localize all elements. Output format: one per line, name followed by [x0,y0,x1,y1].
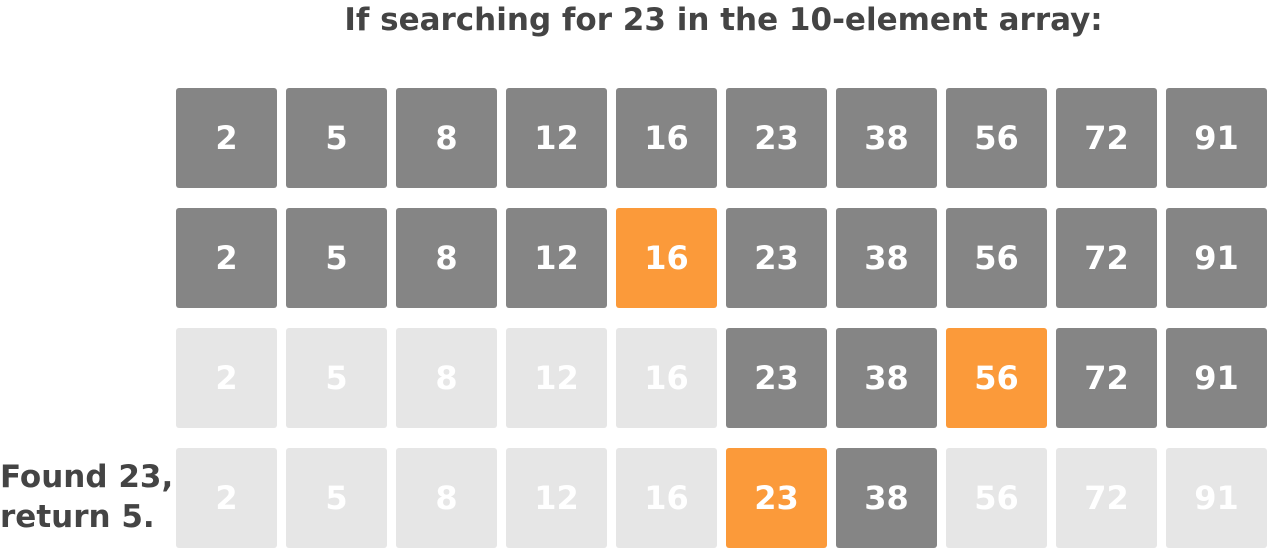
array-cell-inactive: 8 [396,448,497,548]
array-cell-active: 72 [1056,208,1157,308]
array-cell-active: 91 [1166,208,1267,308]
result-line-1: Found 23, [0,459,174,495]
array-cell-active: 72 [1056,328,1157,428]
array-cell-inactive: 5 [286,448,387,548]
array-cell-active: 72 [1056,88,1157,188]
array-cell-active: 5 [286,208,387,308]
array-cell-active: 91 [1166,328,1267,428]
array-cell-inactive: 12 [506,448,607,548]
array-cell-inactive: 8 [396,328,497,428]
array-cell-active: 12 [506,88,607,188]
array-cell-active: 38 [836,88,937,188]
array-cell-active: 8 [396,208,497,308]
array-cell-inactive: 5 [286,328,387,428]
array-cell-inactive: 2 [176,328,277,428]
array-cell-active: 38 [836,208,937,308]
array-cell-inactive: 56 [946,448,1047,548]
array-cell-active: 5 [286,88,387,188]
array-cell-active: 56 [946,88,1047,188]
array-cell-mid: 56 [946,328,1047,428]
array-cell-active: 56 [946,208,1047,308]
array-cell-active: 2 [176,208,277,308]
array-cell-active: 2 [176,88,277,188]
array-cell-inactive: 72 [1056,448,1157,548]
array-cell-active: 8 [396,88,497,188]
array-cell-active: 23 [726,208,827,308]
step-row-3: 2 5 8 12 16 23 38 56 72 91 [176,328,1267,428]
step-row-4: 2 5 8 12 16 23 38 56 72 91 [176,448,1267,548]
array-cell-active: 38 [836,448,937,548]
array-cell-active: 91 [1166,88,1267,188]
array-cell-active: 16 [616,88,717,188]
array-cell-active: 38 [836,328,937,428]
array-cell-inactive: 16 [616,328,717,428]
array-cell-inactive: 91 [1166,448,1267,548]
array-cell-mid: 23 [726,448,827,548]
diagram-title: If searching for 23 in the 10-element ar… [344,2,1103,38]
step-row-2: 2 5 8 12 16 23 38 56 72 91 [176,208,1267,308]
array-cell-active: 12 [506,208,607,308]
array-cell-active: 23 [726,88,827,188]
array-cell-mid: 16 [616,208,717,308]
result-label: Found 23, return 5. [0,457,175,537]
array-cell-inactive: 16 [616,448,717,548]
array-cell-active: 23 [726,328,827,428]
array-cell-inactive: 12 [506,328,607,428]
step-row-1: 2 5 8 12 16 23 38 56 72 91 [176,88,1267,188]
result-line-2: return 5. [0,499,155,535]
array-cell-inactive: 2 [176,448,277,548]
